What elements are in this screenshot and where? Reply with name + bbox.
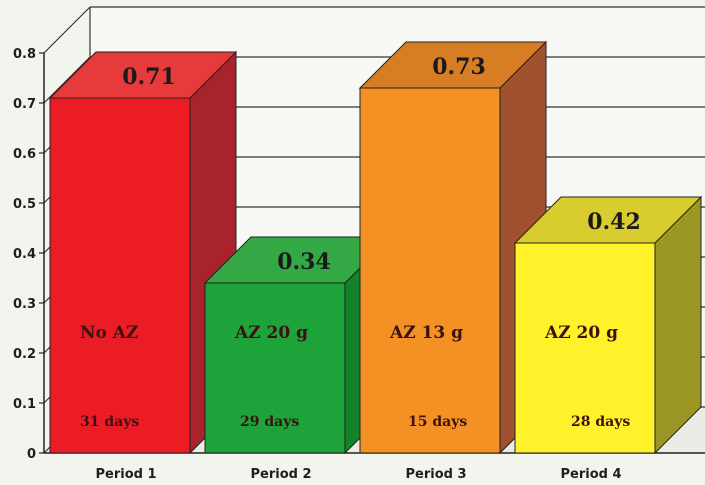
bars: 0.71 No AZ 31 days 0.34 AZ 20 g 29 days 0.73 AZ… <box>48 40 703 455</box>
bar: 0.71 No AZ 31 days <box>48 50 238 455</box>
bar: 0.42 AZ 20 g 28 days <box>513 195 703 455</box>
gridline-diagonal <box>43 56 91 104</box>
duration-label: 31 days <box>80 414 139 430</box>
x-tick-label: Period 3 <box>405 467 466 482</box>
x-tick-label: Period 1 <box>95 467 156 482</box>
bar-label: No AZ <box>80 323 138 343</box>
value-label: 0.71 <box>122 64 176 90</box>
y-tick-label: 0.8 <box>13 47 36 62</box>
duration-label: 28 days <box>571 414 630 430</box>
duration-label: 29 days <box>240 414 299 430</box>
bar-front <box>204 282 346 454</box>
y-tick-label: 0.5 <box>13 197 36 212</box>
value-label: 0.73 <box>432 54 486 80</box>
y-tick-label: 0 <box>27 447 36 462</box>
value-label: 0.34 <box>277 249 331 275</box>
y-tick-label: 0.3 <box>13 297 36 312</box>
y-tick-label: 0.2 <box>13 347 36 362</box>
y-tick-label: 0.1 <box>13 397 36 412</box>
bar-label: AZ 13 g <box>389 323 463 343</box>
gridline-diagonal <box>43 6 91 54</box>
bar-front <box>49 97 191 454</box>
bar-label: AZ 20 g <box>234 323 308 343</box>
bar-label: AZ 20 g <box>544 323 618 343</box>
bar-front <box>359 87 501 454</box>
y-tick-label: 0.6 <box>13 147 36 162</box>
x-tick-label: Period 2 <box>250 467 311 482</box>
y-tick-label: 0.7 <box>13 97 36 112</box>
bar-front <box>514 242 656 454</box>
duration-label: 15 days <box>408 414 467 430</box>
x-axis-labels: Period 1 Period 2 Period 3 Period 4 <box>95 467 621 482</box>
y-tick-label: 0.4 <box>13 247 36 262</box>
value-label: 0.42 <box>587 209 641 235</box>
x-tick-label: Period 4 <box>560 467 621 482</box>
